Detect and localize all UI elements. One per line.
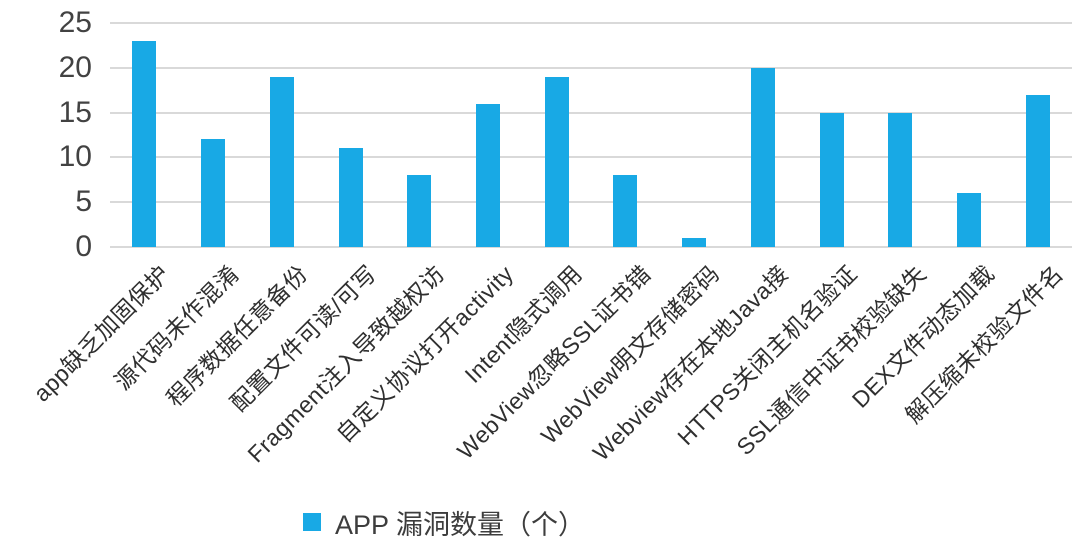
bar-6 [544, 76, 569, 247]
bar-13 [1025, 94, 1050, 247]
bar-11 [888, 112, 913, 247]
bar-2 [269, 76, 294, 247]
bar-1 [201, 139, 226, 247]
legend: APP 漏洞数量（个） [303, 504, 585, 540]
plot-area [110, 22, 1072, 248]
bar-3 [338, 148, 363, 247]
legend-label: APP 漏洞数量（个） [335, 509, 586, 540]
bar-9 [750, 67, 775, 247]
gridline [110, 201, 1072, 204]
bar-0 [132, 40, 157, 247]
bar-8 [682, 238, 707, 247]
gridline [110, 111, 1072, 114]
y-axis-tick-label: 20 [58, 50, 92, 84]
gridline [110, 246, 1072, 248]
bar-5 [475, 103, 500, 247]
bar-7 [613, 175, 638, 247]
gridline [110, 22, 1072, 24]
y-axis-tick-label: 15 [58, 95, 92, 129]
gridline [110, 156, 1072, 159]
y-axis-tick-label: 10 [58, 140, 92, 174]
bar-12 [956, 193, 981, 247]
bar-10 [819, 112, 844, 247]
gridline [110, 66, 1072, 69]
y-axis-tick-label: 25 [58, 6, 92, 39]
legend-swatch-icon [303, 513, 321, 531]
y-axis-tick-label: 5 [75, 185, 92, 219]
bar-4 [407, 175, 432, 247]
y-axis-tick-label: 0 [75, 230, 92, 263]
